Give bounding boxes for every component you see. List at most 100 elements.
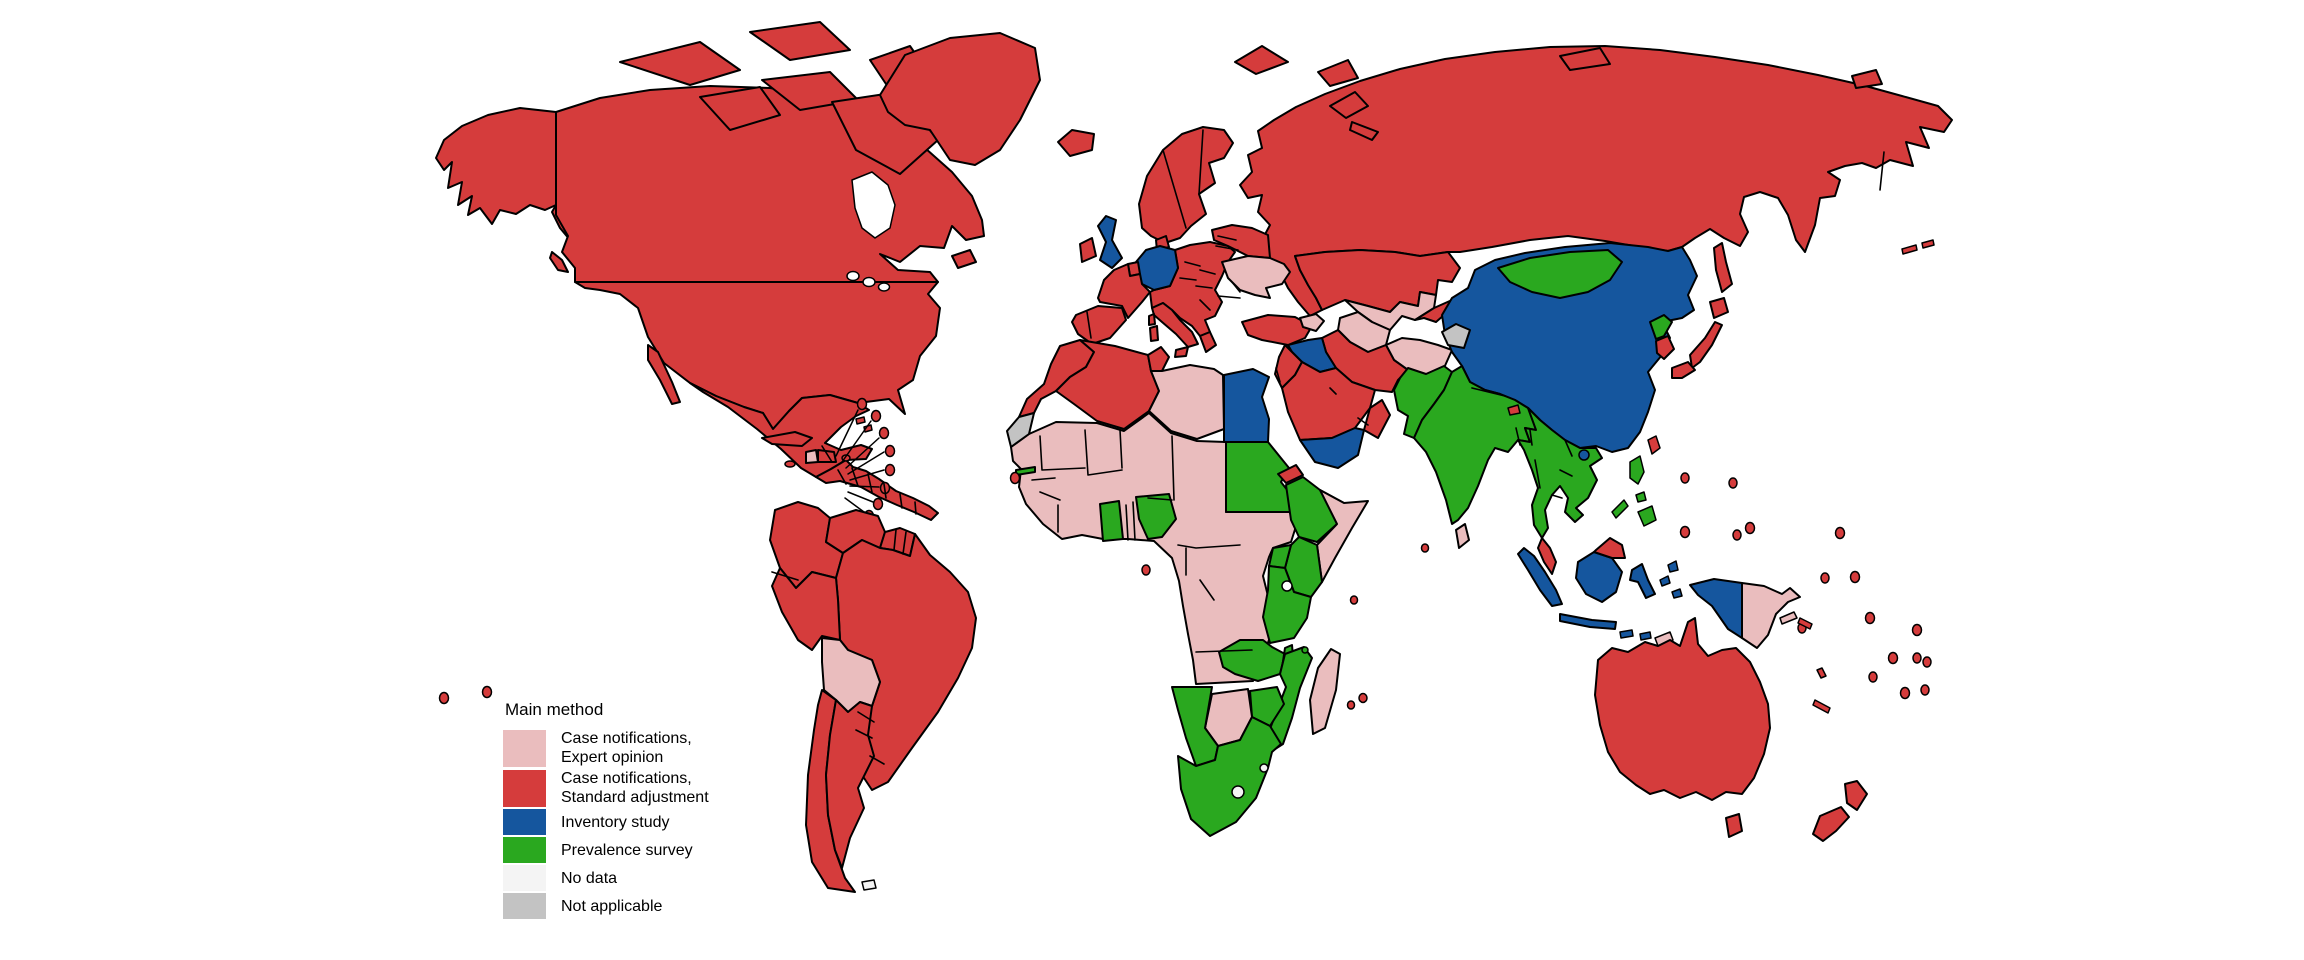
region-arctic-6 [699, 86, 781, 131]
internal-borders [555, 119, 1885, 765]
region-solomons [1797, 617, 1813, 630]
region-scandinavia [1138, 126, 1234, 244]
region-newfoundland [951, 249, 977, 269]
region-arctic-1 [619, 41, 741, 86]
region-iceland [1057, 129, 1095, 157]
region-comoros [1301, 646, 1309, 654]
region-haiti [805, 449, 819, 464]
region-falkland [861, 879, 877, 891]
region-turkey [1241, 314, 1313, 346]
region-oman [1363, 399, 1391, 439]
region-cuba [761, 431, 813, 447]
region-new-britain [1779, 611, 1798, 625]
region-madagascar [1309, 648, 1341, 735]
region-kashmir [1441, 323, 1471, 349]
region-ireland [1079, 237, 1097, 263]
region-sao-tome [1141, 564, 1151, 576]
legend-swatch-nodata [503, 865, 546, 891]
region-sicily [1174, 346, 1189, 358]
region-argentina [825, 699, 875, 869]
legend-title: Main method [505, 700, 604, 719]
legend-item-standard: Case notifications, Standard adjustment [503, 769, 709, 807]
region-eswatini [1259, 763, 1269, 773]
region-papua-indonesia [1689, 578, 1743, 639]
region-corsica [1148, 313, 1156, 326]
legend-label: Prevalence survey [561, 841, 693, 859]
legend-swatch-prevalence [503, 837, 546, 863]
region-japan-kyushu [1671, 361, 1696, 379]
region-tasmania [1725, 813, 1743, 838]
legend-swatch-na [503, 893, 546, 919]
region-malaysia-peninsula [1537, 537, 1557, 575]
region-mongolia [1497, 249, 1623, 299]
region-timor-leste [1654, 631, 1674, 647]
region-sakhalin [1713, 242, 1733, 293]
region-lesser-sunda [1619, 629, 1652, 641]
legend-label: Inventory study [561, 813, 670, 831]
legend-swatch-inventory [503, 809, 546, 835]
region-baja-california [647, 344, 681, 405]
region-central-america [815, 459, 939, 521]
region-sardinia [1149, 325, 1159, 342]
legend-item-na: Not applicable [503, 893, 709, 919]
region-wrangel [1851, 69, 1883, 89]
region-maldives [1420, 543, 1430, 553]
region-tunisia [1147, 346, 1170, 372]
legend-item-inventory: Inventory study [503, 809, 709, 835]
region-nz-south [1812, 806, 1850, 842]
region-alaska [435, 107, 557, 225]
region-philippines [1629, 455, 1657, 527]
region-tanzania [1262, 565, 1312, 644]
region-novaya-zemlya [1329, 91, 1379, 141]
region-new-caledonia [1812, 699, 1831, 714]
region-somalia [1316, 489, 1369, 583]
region-sulawesi [1629, 563, 1656, 599]
legend-label: Case notifications, Expert opinion [561, 730, 692, 766]
region-bhutan [1507, 404, 1521, 416]
region-dominican-republic [817, 449, 837, 463]
region-japan-honshu [1689, 321, 1723, 369]
region-western-sahara [1006, 412, 1035, 448]
region-ukraine [1221, 255, 1291, 299]
region-papua-new-guinea [1741, 582, 1801, 649]
region-taiwan [1647, 435, 1661, 455]
legend-swatch-expert [503, 729, 546, 767]
region-australia [1594, 617, 1771, 801]
region-russia [1239, 45, 1953, 317]
region-libya [1148, 364, 1225, 440]
region-new-siberian [1559, 47, 1611, 71]
region-malaysia-sabah [1593, 537, 1626, 559]
legend-swatch-standard [503, 769, 546, 807]
legend-item-prevalence: Prevalence survey [503, 837, 709, 863]
region-svalbard-b [1317, 59, 1359, 87]
region-palawan [1611, 499, 1629, 519]
hudson-bay [851, 171, 896, 239]
region-hainan [1578, 449, 1590, 461]
region-peru [771, 567, 841, 651]
region-arctic-2 [749, 21, 851, 61]
region-jamaica [784, 460, 796, 468]
region-vancouver-island [549, 251, 569, 273]
region-italy [1151, 302, 1199, 348]
legend-label: Case notifications, Standard adjustment [561, 770, 709, 806]
legend-label: Not applicable [561, 897, 663, 915]
region-eritrea [1277, 464, 1304, 484]
region-japan-hokkaido [1709, 297, 1729, 319]
region-nz-north [1844, 780, 1868, 811]
great-lakes [846, 270, 891, 292]
region-caucasus [1299, 313, 1325, 332]
region-moluccas [1659, 560, 1683, 599]
region-lesotho [1231, 785, 1245, 799]
legend-label: No data [561, 869, 618, 887]
region-java [1559, 613, 1617, 630]
region-yemen [1299, 427, 1365, 469]
region-sumatra [1517, 547, 1563, 607]
region-sri-lanka [1455, 523, 1470, 549]
region-south-korea [1655, 335, 1675, 360]
caribbean-leader-lines [835, 409, 885, 513]
region-egypt [1223, 368, 1270, 443]
region-reunion [1346, 700, 1356, 710]
map-legend: Main method Case notifications, Expert o… [503, 700, 709, 921]
